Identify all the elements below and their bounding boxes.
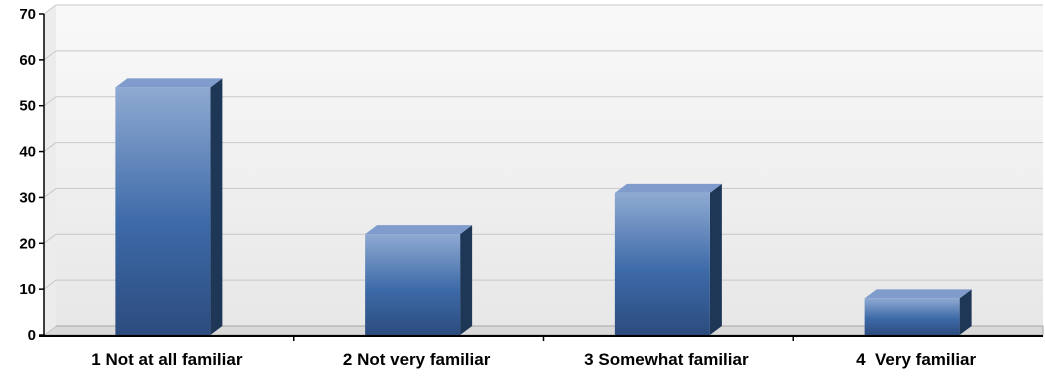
bar-front: [614, 192, 710, 335]
gridline-diagonal: [43, 4, 57, 15]
bar-top: [864, 289, 972, 299]
bar-front: [115, 87, 211, 335]
gridline-diagonal: [43, 233, 57, 244]
bar-top: [115, 78, 223, 88]
bar-front: [365, 234, 461, 335]
bars: [115, 78, 972, 335]
bar: [365, 225, 473, 335]
bar-side: [210, 78, 223, 335]
x-tick-label: 2 Not very familiar: [343, 350, 491, 369]
bar-top: [614, 183, 722, 193]
bar-side: [460, 225, 473, 335]
y-tick-label: 40: [19, 144, 36, 161]
y-tick-label: 60: [19, 52, 36, 69]
x-axis-ticks: 1 Not at all familiar 2 Not very familiar…: [91, 336, 977, 369]
side-wall: [44, 5, 56, 335]
x-tick-label: 4 Very familiar: [856, 350, 976, 369]
y-tick-label: 50: [19, 98, 36, 115]
gridline-diagonal: [43, 50, 57, 61]
gridline-diagonal: [43, 96, 57, 107]
x-tick-label: 3 Somewhat familiar: [584, 350, 749, 369]
x-tick-label: 1 Not at all familiar: [91, 350, 243, 369]
bar-side: [959, 289, 972, 335]
bar-top: [365, 225, 473, 235]
gridline-diagonal: [43, 142, 57, 152]
bar: [115, 78, 223, 335]
bar-side: [709, 183, 722, 335]
y-tick-label: 10: [19, 281, 36, 298]
y-tick-label: 30: [19, 189, 36, 206]
bar: [864, 289, 972, 335]
y-tick-label: 0: [28, 327, 36, 344]
bar: [614, 183, 722, 335]
gridline-diagonal: [43, 188, 57, 198]
y-tick-label: 20: [19, 235, 36, 252]
gridline-diagonal: [43, 279, 57, 290]
bar-front: [864, 298, 960, 335]
y-tick-label: 70: [19, 6, 36, 23]
y-axis-ticks: 0 10 20 30 40 50 60 70: [19, 6, 44, 344]
axes: [39, 14, 1043, 337]
